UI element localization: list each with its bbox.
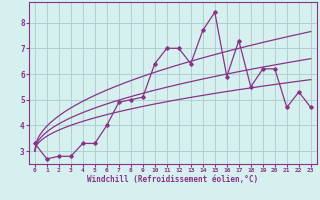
X-axis label: Windchill (Refroidissement éolien,°C): Windchill (Refroidissement éolien,°C): [87, 175, 258, 184]
